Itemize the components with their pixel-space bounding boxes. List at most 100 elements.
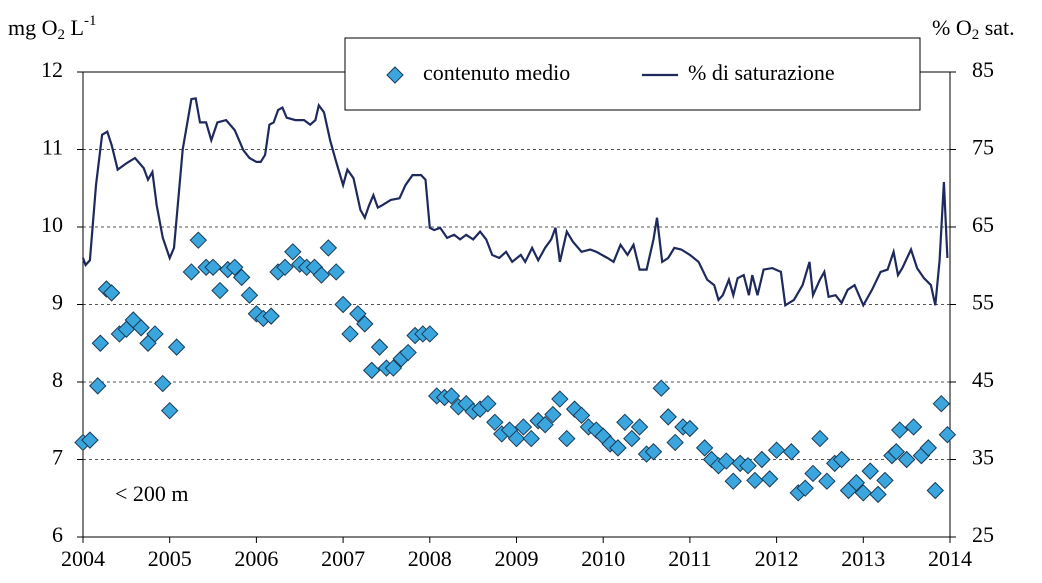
data-point	[132, 319, 150, 337]
data-point	[370, 338, 389, 356]
data-point	[81, 431, 99, 449]
data-point	[558, 429, 576, 448]
y-label-subscript: 2	[58, 27, 66, 43]
data-point	[232, 268, 251, 287]
data-point	[102, 284, 121, 302]
data-point	[804, 464, 822, 483]
x-tick-label: 2014	[928, 546, 972, 571]
data-point	[818, 472, 836, 490]
data-point	[891, 421, 909, 439]
data-point	[811, 429, 829, 448]
x-tick-label: 2012	[755, 546, 799, 571]
y-tick-label: 11	[42, 135, 63, 160]
data-point	[616, 413, 634, 432]
data-point	[356, 315, 374, 333]
data-point	[384, 359, 403, 377]
data-point	[847, 474, 866, 492]
legend-label: contenuto medio	[423, 60, 570, 85]
x-tick-label: 2011	[668, 546, 711, 571]
data-point	[421, 325, 439, 343]
x-tick-label: 2013	[841, 546, 885, 571]
data-line	[81, 97, 949, 308]
data-point	[717, 452, 736, 470]
data-point	[341, 325, 359, 343]
data-point	[681, 419, 699, 438]
data-point	[319, 239, 338, 257]
data-point	[938, 425, 957, 444]
data-point	[91, 334, 110, 352]
data-point	[551, 390, 569, 408]
data-point	[89, 377, 107, 395]
data-point	[666, 433, 684, 452]
data-point	[760, 470, 779, 488]
data-point	[160, 401, 179, 420]
data-point	[226, 258, 244, 277]
data-point	[746, 471, 764, 490]
data-point	[479, 394, 497, 413]
annotation: < 200 m	[115, 481, 189, 506]
data-point	[897, 450, 916, 469]
data-point	[182, 263, 201, 281]
data-point	[644, 443, 663, 461]
y2-tick-label: 45	[972, 367, 994, 392]
data-point	[782, 443, 801, 461]
data-point	[887, 443, 905, 461]
data-point	[486, 413, 504, 432]
y2-tick-label: 85	[972, 57, 994, 82]
data-point	[630, 418, 649, 436]
x-tick-label: 2009	[495, 546, 539, 571]
data-point	[544, 405, 562, 424]
data-point	[363, 361, 381, 380]
data-point	[399, 343, 417, 362]
data-point	[869, 485, 887, 504]
data-point	[154, 374, 172, 393]
data-point	[349, 305, 367, 323]
legend-marker	[386, 66, 404, 84]
data-point	[284, 243, 302, 261]
y-axis-label: mg O2 L-1	[8, 13, 96, 43]
y-label-part: L	[65, 15, 84, 40]
y-tick-label: 10	[41, 212, 63, 237]
data-point	[442, 387, 461, 405]
x-tick-label: 2010	[581, 546, 625, 571]
data-point	[536, 415, 554, 434]
y-tick-label: 7	[52, 445, 63, 470]
data-point	[507, 429, 526, 448]
y2-tick-label: 55	[972, 290, 994, 315]
data-point	[753, 450, 771, 469]
legend-box	[344, 37, 921, 111]
x-tick-label: 2005	[148, 546, 192, 571]
y-label-part: mg O	[8, 15, 58, 40]
y2-label-subscript: 2	[972, 27, 980, 43]
y2-tick-label: 35	[972, 445, 994, 470]
data-point	[211, 281, 229, 300]
x-tick-label: 2008	[408, 546, 452, 571]
x-tick-label: 2007	[321, 546, 365, 571]
data-point	[609, 439, 627, 457]
data-point	[659, 408, 677, 426]
y-tick-label: 6	[52, 522, 63, 547]
data-point	[876, 471, 894, 490]
data-point	[652, 379, 670, 397]
data-point	[739, 456, 757, 475]
data-point	[904, 418, 923, 436]
x-tick-label: 2006	[234, 546, 278, 571]
data-point	[572, 406, 591, 425]
legend-label: % di saturazione	[688, 60, 835, 85]
data-point	[312, 266, 331, 284]
data-point	[623, 429, 641, 448]
data-point	[724, 472, 742, 490]
data-point	[861, 462, 879, 480]
data-point	[522, 429, 540, 448]
y-label-superscript: -1	[84, 13, 97, 29]
y2-tick-label: 75	[972, 135, 994, 160]
data-point	[832, 450, 851, 469]
data-point	[932, 394, 951, 413]
y2-tick-label: 25	[972, 522, 994, 547]
data-point	[919, 439, 938, 457]
y-tick-label: 9	[52, 290, 63, 315]
y-tick-label: 12	[41, 57, 63, 82]
data-point	[240, 286, 259, 304]
data-point	[167, 338, 186, 356]
